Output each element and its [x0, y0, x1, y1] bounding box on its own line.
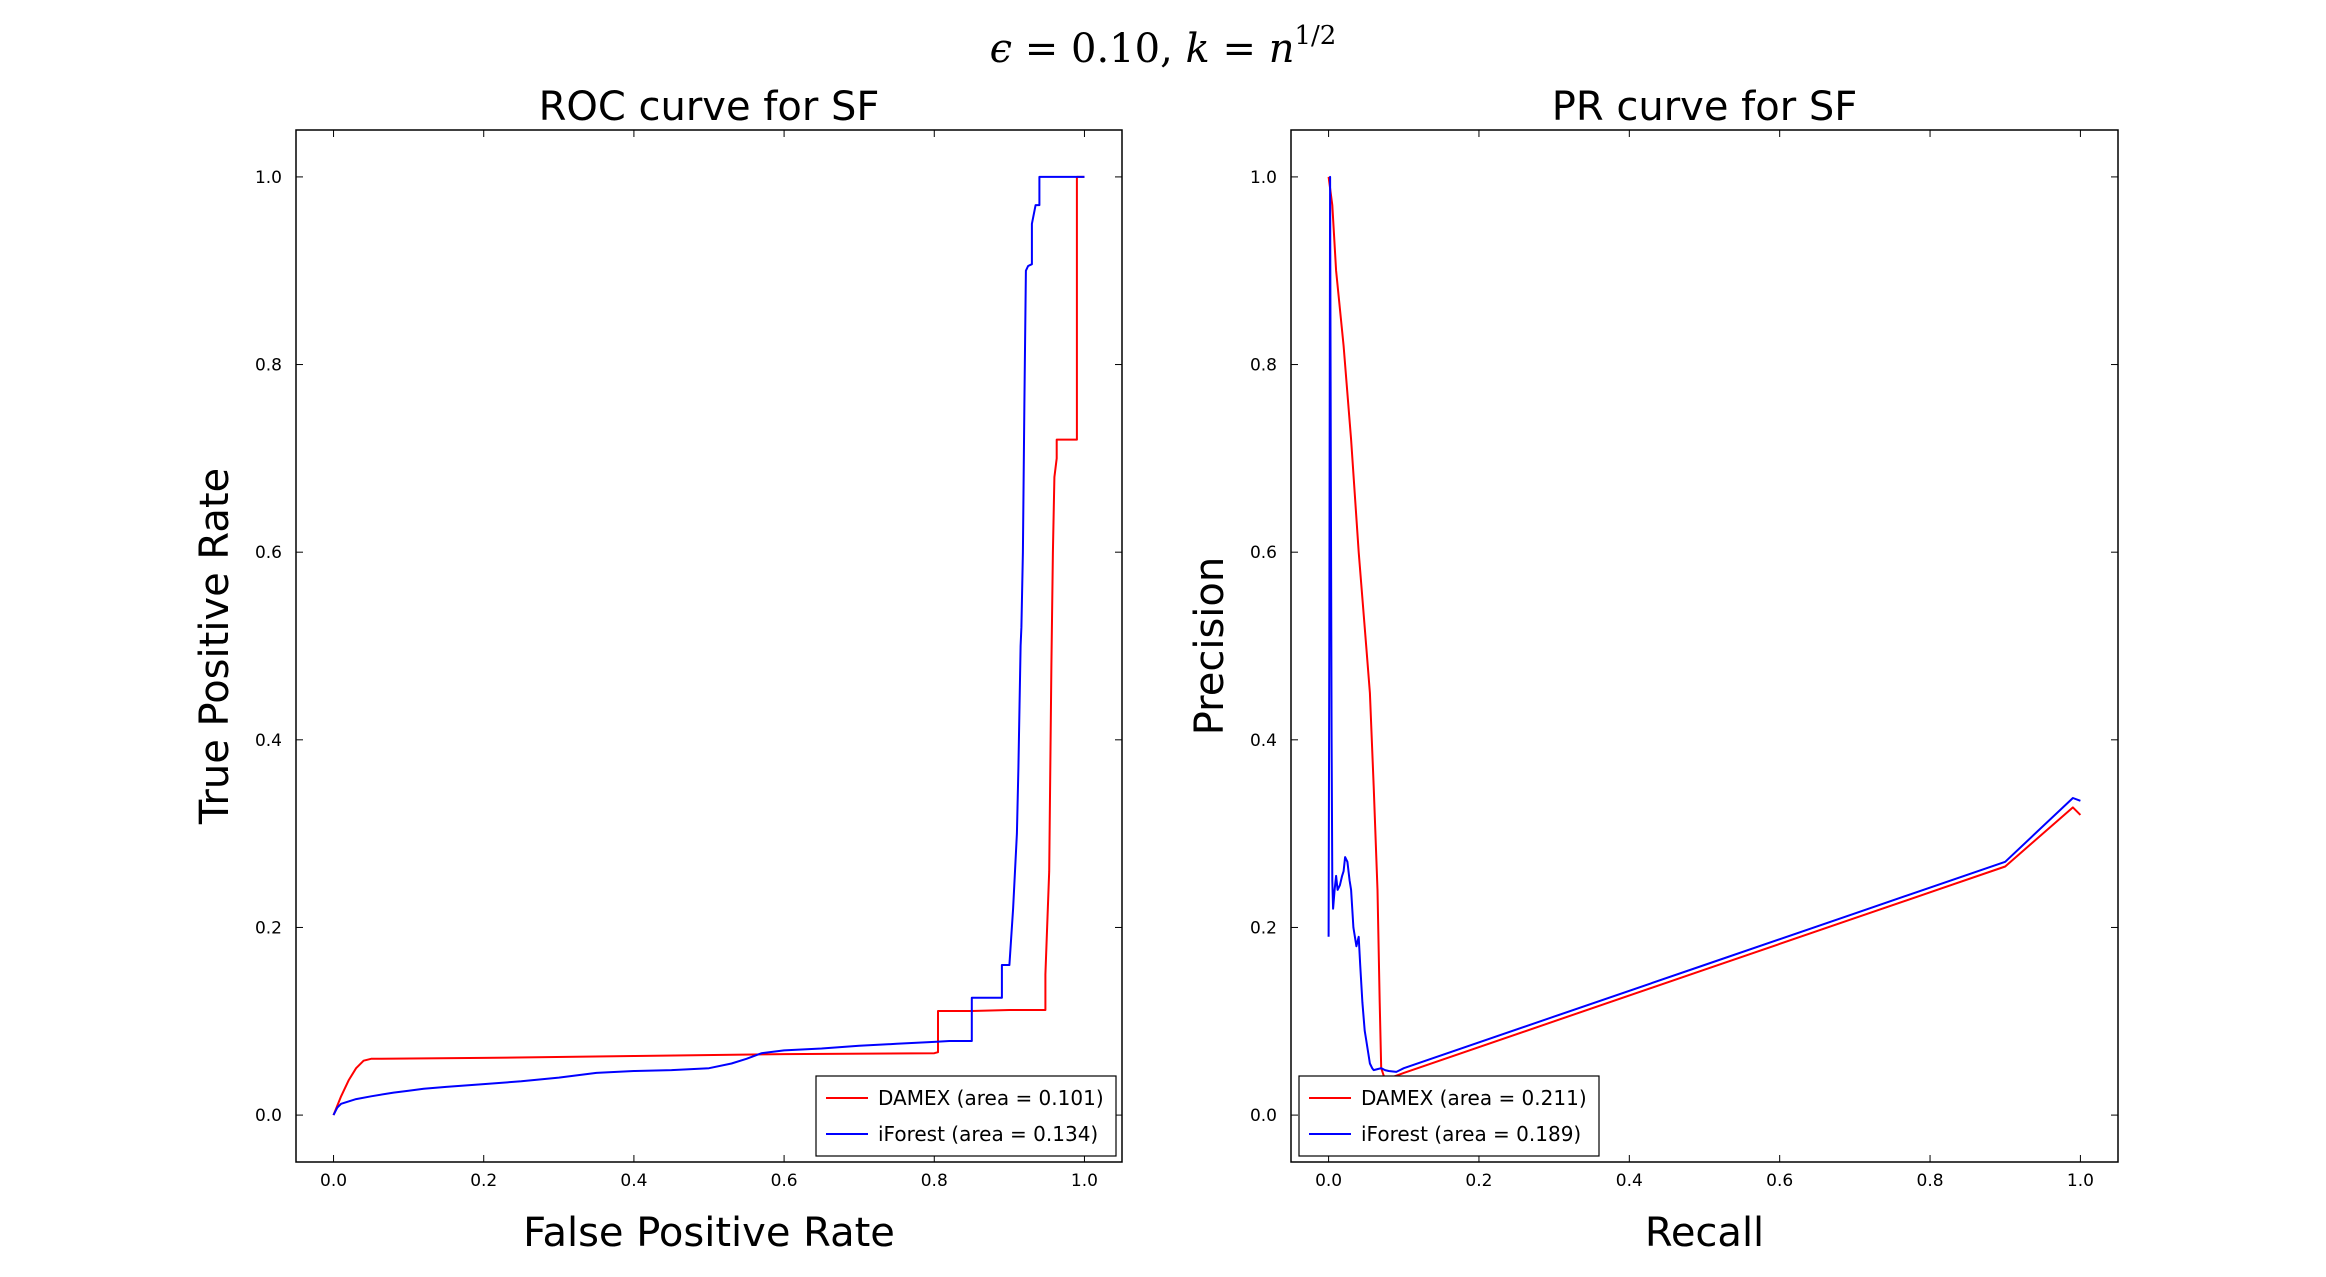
- pr-ytick-label: 0.8: [1250, 356, 1277, 376]
- pr-series-damex: [1327, 176, 2082, 1081]
- roc-ytick-label: 0.8: [255, 356, 282, 376]
- roc-ytick-label: 1.0: [255, 168, 282, 188]
- roc-xtick-label: 1.0: [1071, 1171, 1098, 1191]
- pr-ytick-label: 0.2: [1250, 918, 1277, 938]
- roc-series-iforest: [332, 175, 1085, 1116]
- pr-xtick-label: 0.0: [1315, 1171, 1342, 1191]
- roc-panel: ROC curve for SF 0.0 0.2 0.4 0.6 0.8 1.0 0.0 0.2…: [192, 84, 1123, 1256]
- pr-legend-box: [1298, 1075, 1600, 1157]
- roc-title: ROC curve for SF: [539, 84, 880, 130]
- pr-xtick-label: 0.8: [1917, 1171, 1944, 1191]
- roc-legend-label: DAMEX (area = 0.101): [878, 1086, 1104, 1110]
- roc-ytick-label: 0.6: [255, 543, 282, 563]
- roc-xtick-label: 0.4: [620, 1171, 647, 1191]
- pr-ytick-label: 0.6: [1250, 543, 1277, 563]
- pr-panel: PR curve for SF 0.0 0.2 0.4 0.6 0.8 1.0 0.0 0.2 0…: [1187, 84, 2119, 1256]
- pr-title: PR curve for SF: [1552, 84, 1858, 130]
- roc-ytick-label: 0.0: [255, 1106, 282, 1126]
- pr-xtick-label: 0.6: [1766, 1171, 1793, 1191]
- roc-xtick-label: 0.0: [320, 1171, 347, 1191]
- roc-xtick-label: 0.6: [771, 1171, 798, 1191]
- pr-ytick-label: 0.4: [1250, 731, 1277, 751]
- roc-legend: DAMEX (area = 0.101) iForest (area = 0.13…: [815, 1075, 1117, 1157]
- roc-legend-label: iForest (area = 0.134): [878, 1122, 1098, 1146]
- pr-series-iforest: [1327, 175, 2081, 1073]
- pr-ylabel: Precision: [1187, 557, 1233, 735]
- roc-legend-box: [815, 1075, 1117, 1157]
- pr-xtick-label: 0.4: [1616, 1171, 1643, 1191]
- pr-xtick-label: 1.0: [2067, 1171, 2094, 1191]
- pr-ytick-label: 0.0: [1250, 1106, 1277, 1126]
- roc-ytick-label: 0.4: [255, 731, 282, 751]
- roc-xtick-label: 0.8: [921, 1171, 948, 1191]
- roc-xlabel: False Positive Rate: [523, 1210, 895, 1256]
- roc-series-damex: [332, 175, 1085, 1116]
- roc-plot-frame: [295, 129, 1123, 1163]
- pr-plot-frame: [1290, 129, 2119, 1163]
- pr-ytick-label: 1.0: [1250, 168, 1277, 188]
- figure-suptitle: ϵ = 0.10, k = n1/2: [990, 21, 1337, 72]
- roc-ytick-label: 0.2: [255, 918, 282, 938]
- pr-legend-label: iForest (area = 0.189): [1361, 1122, 1581, 1146]
- pr-xlabel: Recall: [1645, 1210, 1764, 1256]
- pr-legend-label: DAMEX (area = 0.211): [1361, 1086, 1587, 1110]
- pr-legend: DAMEX (area = 0.211) iForest (area = 0.18…: [1298, 1075, 1600, 1157]
- roc-ylabel: True Positive Rate: [192, 468, 238, 825]
- roc-xtick-label: 0.2: [470, 1171, 497, 1191]
- pr-xtick-label: 0.2: [1465, 1171, 1492, 1191]
